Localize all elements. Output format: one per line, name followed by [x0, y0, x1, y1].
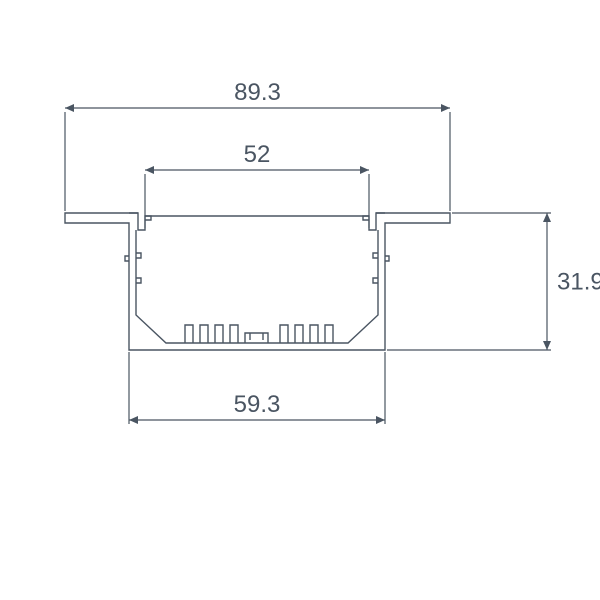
dim-width-inner: 52: [145, 141, 369, 228]
profile-inner-cavity: [136, 230, 378, 343]
dim-width-outer-label: 89.3: [234, 79, 281, 106]
dim-height: 31.9: [387, 213, 600, 350]
technical-drawing: 89.3 52 59.3 31.9: [0, 0, 600, 600]
dim-width-body: 59.3: [129, 352, 385, 424]
dim-height-label: 31.9: [557, 269, 600, 296]
dim-width-inner-label: 52: [244, 141, 271, 168]
center-channel: [245, 333, 268, 343]
profile-outer: [65, 213, 450, 350]
dim-width-body-label: 59.3: [234, 391, 281, 418]
